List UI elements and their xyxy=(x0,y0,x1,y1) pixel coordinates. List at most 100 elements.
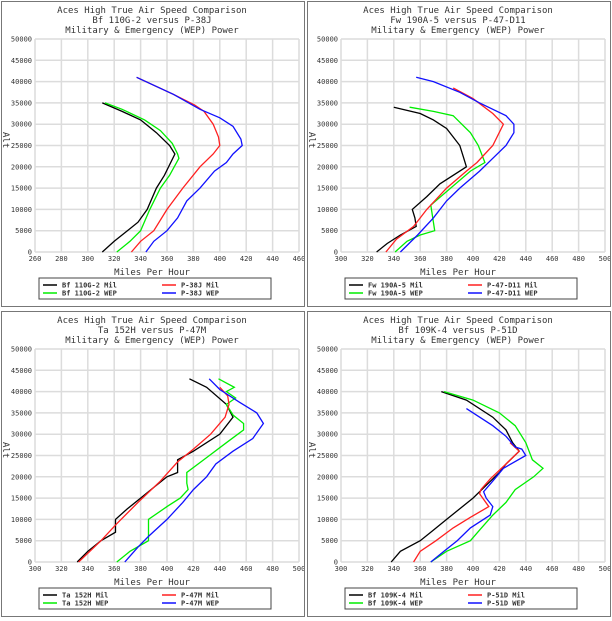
y-tick-label: 20000 xyxy=(317,473,338,481)
y-tick-label: 40000 xyxy=(11,388,32,396)
y-tick-label: 45000 xyxy=(11,57,32,65)
series-line-p-38j-wep xyxy=(136,76,243,253)
chart-title-line: Military & Emergency (WEP) Power xyxy=(371,336,545,346)
y-tick-label: 0 xyxy=(28,249,32,257)
x-tick-label: 440 xyxy=(519,255,532,263)
legend-entry: P-38J Mil xyxy=(181,282,219,290)
series-line-p-47-d11-wep xyxy=(399,76,515,253)
x-tick-label: 460 xyxy=(546,565,559,573)
legend-box xyxy=(38,587,272,610)
y-tick-label: 50000 xyxy=(11,36,32,44)
x-tick-label: 480 xyxy=(572,255,585,263)
y-tick-label: 25000 xyxy=(11,142,32,150)
chart-title-line: Aces High True Air Speed Comparison xyxy=(363,316,553,326)
x-tick-label: 500 xyxy=(599,255,610,263)
legend-entry: Fw 190A-5 WEP xyxy=(368,290,423,298)
y-tick-label: 0 xyxy=(334,249,338,257)
series-line-bf-110g-2-mil xyxy=(101,102,176,253)
x-axis-label: Miles Per Hour xyxy=(420,268,496,278)
legend-box xyxy=(344,277,578,300)
x-tick-label: 360 xyxy=(108,565,121,573)
y-tick-label: 10000 xyxy=(317,206,338,214)
y-tick-label: 50000 xyxy=(11,346,32,354)
legend-box xyxy=(38,277,272,300)
y-tick-label: 10000 xyxy=(11,516,32,524)
y-tick-label: 5000 xyxy=(321,227,338,235)
chart-title-line: Aces High True Air Speed Comparison xyxy=(57,6,247,16)
series-line-bf-109k-4-wep xyxy=(430,390,544,563)
y-tick-label: 30000 xyxy=(11,431,32,439)
legend-entry: Bf 109K-4 Mil xyxy=(368,592,423,600)
y-tick-label: 15000 xyxy=(317,495,338,503)
chart-title-line: Military & Emergency (WEP) Power xyxy=(371,26,545,36)
x-tick-label: 260 xyxy=(29,255,42,263)
legend-entry: P-51D WEP xyxy=(487,600,525,608)
series-line-p-47m-mil xyxy=(78,386,230,563)
y-tick-label: 25000 xyxy=(317,452,338,460)
y-axis-label: Alt xyxy=(2,442,10,458)
x-tick-label: 340 xyxy=(387,255,400,263)
x-tick-label: 380 xyxy=(440,565,453,573)
y-axis-label: Alt xyxy=(308,132,316,148)
x-tick-label: 320 xyxy=(55,565,68,573)
legend-entry: P-47M Mil xyxy=(181,592,219,600)
chart-panel-2: Aces High True Air Speed Comparison Fw 19… xyxy=(306,1,611,307)
y-tick-label: 30000 xyxy=(11,121,32,129)
x-tick-label: 360 xyxy=(414,565,427,573)
y-tick-label: 40000 xyxy=(317,388,338,396)
x-tick-label: 400 xyxy=(467,565,480,573)
y-tick-label: 10000 xyxy=(317,516,338,524)
chart-title-line: Fw 190A-5 versus P-47-D11 xyxy=(390,16,525,26)
legend-entry: Ta 152H WEP xyxy=(62,600,108,608)
x-tick-label: 340 xyxy=(134,255,147,263)
legend-entry: P-47M WEP xyxy=(181,600,219,608)
y-tick-label: 40000 xyxy=(317,78,338,86)
x-tick-label: 420 xyxy=(240,255,253,263)
x-tick-label: 480 xyxy=(572,565,585,573)
y-tick-label: 25000 xyxy=(11,452,32,460)
y-tick-label: 30000 xyxy=(317,121,338,129)
x-tick-label: 340 xyxy=(387,565,400,573)
legend-entry: P-47-D11 Mil xyxy=(487,282,538,290)
y-tick-label: 5000 xyxy=(321,537,338,545)
x-tick-label: 460 xyxy=(293,255,304,263)
y-tick-label: 45000 xyxy=(11,367,32,375)
y-tick-label: 50000 xyxy=(317,36,338,44)
x-tick-label: 300 xyxy=(29,565,42,573)
x-axis-label: Miles Per Hour xyxy=(114,268,190,278)
x-axis-label: Miles Per Hour xyxy=(114,578,190,588)
chart-title-line: Bf 109K-4 versus P-51D xyxy=(398,326,517,336)
y-tick-label: 35000 xyxy=(11,409,32,417)
x-tick-label: 460 xyxy=(546,255,559,263)
x-tick-label: 480 xyxy=(266,565,279,573)
series-line-ta-152h-mil xyxy=(76,378,234,563)
y-tick-label: 5000 xyxy=(15,537,32,545)
series-line-p-51d-wep xyxy=(430,408,527,563)
y-tick-label: 15000 xyxy=(317,185,338,193)
x-tick-label: 400 xyxy=(467,255,480,263)
x-tick-label: 500 xyxy=(599,565,610,573)
y-tick-label: 15000 xyxy=(11,495,32,503)
series-line-p-38j-mil xyxy=(130,76,221,253)
y-tick-label: 0 xyxy=(334,559,338,567)
chart-panel-1: Aces High True Air Speed Comparison Bf 11… xyxy=(0,1,305,307)
x-tick-label: 400 xyxy=(161,565,174,573)
y-tick-label: 50000 xyxy=(317,346,338,354)
x-tick-label: 300 xyxy=(335,255,348,263)
chart-title-line: Aces High True Air Speed Comparison xyxy=(363,6,553,16)
chart-title-line: Ta 152H versus P-47M xyxy=(98,326,207,336)
x-tick-label: 300 xyxy=(81,255,94,263)
chart-panel-4: Aces High True Air Speed Comparison Bf 10… xyxy=(306,311,611,617)
legend-entry: Fw 190A-5 Mil xyxy=(368,282,423,290)
legend-box xyxy=(344,587,578,610)
chart-title-line: Military & Emergency (WEP) Power xyxy=(65,336,239,346)
legend-entry: P-47-D11 WEP xyxy=(487,290,538,298)
series-line-p-47m-wep xyxy=(124,378,265,563)
y-tick-label: 20000 xyxy=(317,163,338,171)
y-axis-label: Alt xyxy=(308,442,316,458)
x-tick-label: 340 xyxy=(81,565,94,573)
x-tick-label: 380 xyxy=(440,255,453,263)
x-tick-label: 420 xyxy=(187,565,200,573)
